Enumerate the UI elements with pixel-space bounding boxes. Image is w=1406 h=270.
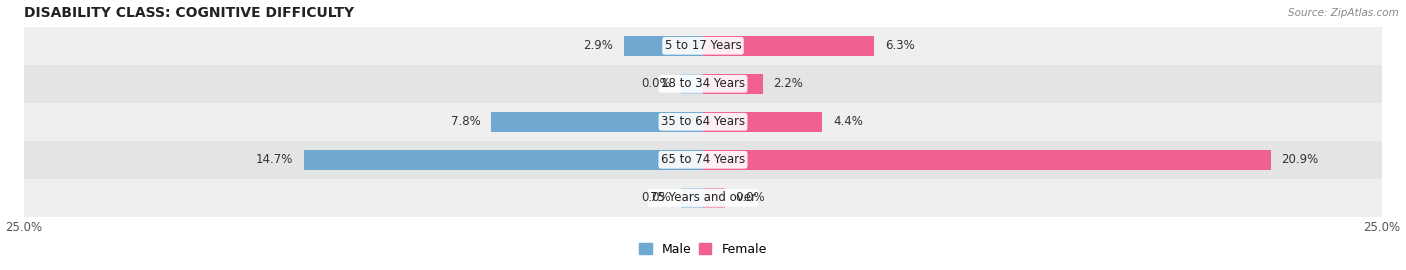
- Text: 2.9%: 2.9%: [583, 39, 613, 52]
- Text: 75 Years and over: 75 Years and over: [650, 191, 756, 204]
- Legend: Male, Female: Male, Female: [634, 238, 772, 261]
- Bar: [24, 65, 1382, 103]
- Text: 6.3%: 6.3%: [884, 39, 915, 52]
- Text: 5 to 17 Years: 5 to 17 Years: [665, 39, 741, 52]
- Bar: [703, 150, 1271, 170]
- Text: 4.4%: 4.4%: [834, 115, 863, 128]
- Bar: [624, 36, 703, 56]
- Bar: [703, 188, 724, 208]
- Text: 35 to 64 Years: 35 to 64 Years: [661, 115, 745, 128]
- Bar: [24, 179, 1382, 217]
- Bar: [24, 141, 1382, 179]
- Text: 7.8%: 7.8%: [450, 115, 481, 128]
- Bar: [24, 103, 1382, 141]
- Bar: [491, 112, 703, 132]
- Bar: [703, 36, 875, 56]
- Text: DISABILITY CLASS: COGNITIVE DIFFICULTY: DISABILITY CLASS: COGNITIVE DIFFICULTY: [24, 6, 354, 19]
- Text: 0.0%: 0.0%: [641, 191, 671, 204]
- Text: 2.2%: 2.2%: [773, 77, 803, 90]
- Bar: [24, 27, 1382, 65]
- Text: Source: ZipAtlas.com: Source: ZipAtlas.com: [1288, 8, 1399, 18]
- Bar: [304, 150, 703, 170]
- Text: 0.0%: 0.0%: [641, 77, 671, 90]
- Text: 20.9%: 20.9%: [1281, 153, 1319, 166]
- Bar: [682, 74, 703, 94]
- Text: 0.0%: 0.0%: [735, 191, 765, 204]
- Bar: [703, 74, 762, 94]
- Bar: [703, 112, 823, 132]
- Text: 18 to 34 Years: 18 to 34 Years: [661, 77, 745, 90]
- Bar: [682, 188, 703, 208]
- Text: 65 to 74 Years: 65 to 74 Years: [661, 153, 745, 166]
- Text: 14.7%: 14.7%: [256, 153, 292, 166]
